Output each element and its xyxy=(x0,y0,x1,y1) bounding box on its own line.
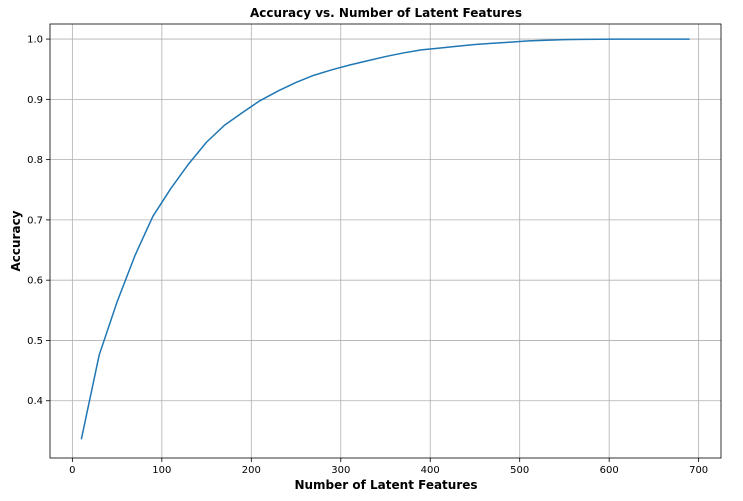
x-axis-label: Number of Latent Features xyxy=(294,478,477,492)
x-tick-label: 100 xyxy=(152,465,171,476)
series-line xyxy=(80,38,690,440)
x-tick-label: 700 xyxy=(689,465,708,476)
x-tick-label: 200 xyxy=(242,465,261,476)
y-tick-label: 0.4 xyxy=(27,396,43,407)
y-tick-label: 0.9 xyxy=(27,95,43,106)
x-tick-label: 500 xyxy=(510,465,529,476)
y-tick-label: 0.5 xyxy=(27,336,43,347)
plot-frame xyxy=(49,23,722,459)
x-tick-label: 600 xyxy=(600,465,619,476)
series-group xyxy=(80,38,690,440)
y-axis-label: Accuracy xyxy=(9,210,23,271)
grid-lines xyxy=(50,24,721,458)
x-tick-label: 400 xyxy=(421,465,440,476)
y-tick-label: 0.8 xyxy=(27,155,43,166)
x-tick-label: 0 xyxy=(69,465,75,476)
chart-title: Accuracy vs. Number of Latent Features xyxy=(250,6,522,20)
y-tick-label: 1.0 xyxy=(27,35,43,46)
y-tick-label: 0.6 xyxy=(27,276,43,287)
x-tick-label: 300 xyxy=(331,465,350,476)
y-tick-label: 0.7 xyxy=(27,215,43,226)
x-axis-ticks: 0 100 200 300 400 500 600 700 xyxy=(69,458,708,476)
y-axis-ticks: 0.4 0.5 0.6 0.7 0.8 0.9 1.0 xyxy=(27,35,50,407)
